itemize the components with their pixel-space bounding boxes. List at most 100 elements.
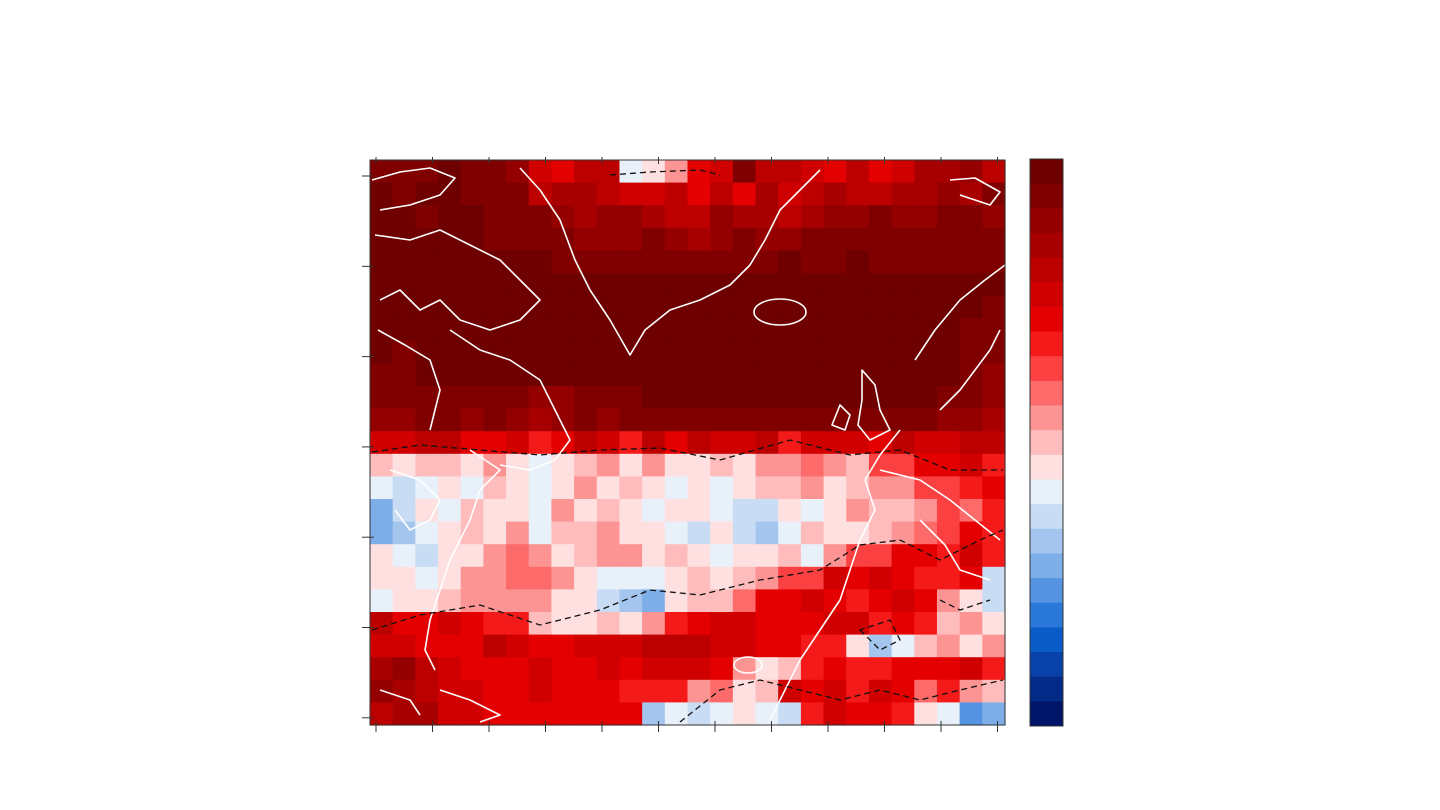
cell xyxy=(664,182,689,206)
cell xyxy=(868,182,893,206)
cell xyxy=(778,679,802,703)
colorbar-band xyxy=(1030,676,1063,702)
cell xyxy=(778,160,802,184)
cell xyxy=(687,499,711,523)
cell xyxy=(936,205,961,229)
cell xyxy=(846,521,870,545)
cell xyxy=(710,499,734,523)
cell xyxy=(438,453,462,477)
cell xyxy=(528,227,553,251)
cell xyxy=(642,634,666,658)
cell xyxy=(664,340,689,364)
cell xyxy=(415,205,439,229)
cell xyxy=(823,679,847,703)
cell xyxy=(551,182,575,206)
cell xyxy=(800,182,825,206)
cell xyxy=(619,318,643,342)
cell xyxy=(528,589,553,613)
cell xyxy=(551,657,575,681)
cell xyxy=(506,634,530,658)
cell xyxy=(506,205,530,229)
frame-ticks xyxy=(362,157,998,732)
cell xyxy=(732,160,757,184)
cell xyxy=(982,273,1006,297)
colorbar-band xyxy=(1030,602,1063,628)
cell xyxy=(619,544,643,568)
cell xyxy=(460,657,484,681)
cell xyxy=(710,273,734,297)
cell xyxy=(914,205,938,229)
cell xyxy=(596,386,621,410)
cell xyxy=(755,679,779,703)
cell xyxy=(528,657,553,681)
cell xyxy=(596,363,621,387)
cell xyxy=(868,702,893,726)
cell xyxy=(528,679,553,703)
cell xyxy=(778,408,802,432)
cell xyxy=(460,612,484,636)
cell xyxy=(868,544,893,568)
cell xyxy=(551,679,575,703)
cell xyxy=(823,589,847,613)
cell xyxy=(664,634,689,658)
cell xyxy=(370,431,394,455)
cell xyxy=(846,657,870,681)
cell xyxy=(438,160,462,184)
cell xyxy=(846,160,870,184)
cell xyxy=(778,612,802,636)
cell xyxy=(551,205,575,229)
cell xyxy=(506,431,530,455)
cell xyxy=(460,453,484,477)
cell xyxy=(619,566,643,590)
cell xyxy=(710,227,734,251)
cell xyxy=(959,205,983,229)
cell xyxy=(868,589,893,613)
cell xyxy=(846,476,870,500)
cell xyxy=(664,702,689,726)
cell xyxy=(732,544,757,568)
cell xyxy=(959,160,983,184)
cell xyxy=(483,453,507,477)
cell xyxy=(687,612,711,636)
cell xyxy=(392,205,416,229)
cell xyxy=(596,634,621,658)
cell xyxy=(574,476,598,500)
cell xyxy=(392,589,416,613)
cell xyxy=(438,566,462,590)
cell xyxy=(982,566,1006,590)
cell xyxy=(551,566,575,590)
cell xyxy=(392,566,416,590)
cell xyxy=(370,182,394,206)
cell xyxy=(732,499,757,523)
cell xyxy=(755,589,779,613)
cell xyxy=(710,250,734,274)
cell xyxy=(392,634,416,658)
cell xyxy=(506,182,530,206)
cell xyxy=(528,566,553,590)
cell xyxy=(936,363,961,387)
scandinavia xyxy=(914,177,1006,411)
cell xyxy=(778,499,802,523)
cell xyxy=(982,589,1006,613)
cell xyxy=(483,340,507,364)
cell xyxy=(574,273,598,297)
cell xyxy=(891,634,915,658)
cell xyxy=(551,499,575,523)
cell xyxy=(574,431,598,455)
cell xyxy=(823,476,847,500)
cell xyxy=(868,657,893,681)
cell xyxy=(415,544,439,568)
cell xyxy=(528,340,553,364)
cell xyxy=(483,657,507,681)
cell xyxy=(664,679,689,703)
cell xyxy=(936,566,961,590)
cell xyxy=(506,363,530,387)
cell xyxy=(596,544,621,568)
cell xyxy=(392,476,416,500)
cell xyxy=(528,273,553,297)
cell xyxy=(687,295,711,319)
cell xyxy=(823,182,847,206)
cell xyxy=(415,340,439,364)
cell xyxy=(778,657,802,681)
cell xyxy=(936,250,961,274)
